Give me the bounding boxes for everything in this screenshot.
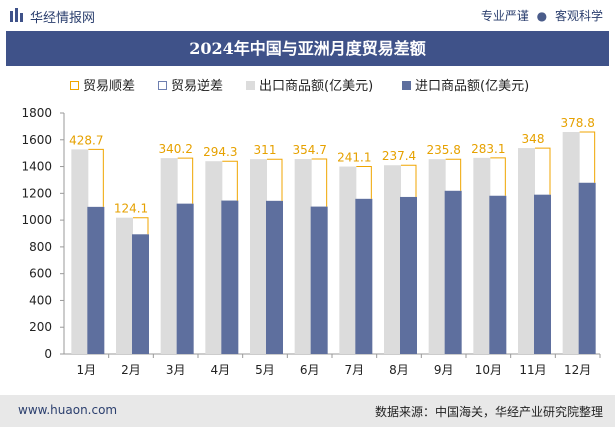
import-bar	[444, 190, 462, 354]
x-tick-label: 7月	[345, 363, 365, 377]
import-bar	[489, 195, 507, 354]
export-bar	[562, 132, 580, 354]
x-tick-label: 8月	[389, 363, 409, 377]
surplus-marker	[535, 147, 551, 195]
footer-website[interactable]: www.huaon.com	[18, 403, 118, 417]
y-tick-label: 400	[29, 293, 52, 307]
legend-label-imports: 进口商品额(亿美元)	[415, 79, 530, 94]
export-bar	[116, 217, 133, 354]
y-tick-label: 200	[29, 320, 52, 334]
legend-swatch-exports	[246, 81, 255, 90]
import-bar	[87, 206, 105, 354]
surplus-value-label: 354.7	[292, 143, 326, 157]
export-bar	[384, 165, 401, 354]
x-tick-label: 6月	[300, 363, 320, 377]
surplus-value-label: 294.3	[203, 145, 237, 159]
tagline-left: 专业严谨	[480, 9, 529, 23]
surplus-marker	[311, 158, 328, 207]
export-bar	[71, 149, 89, 354]
tagline: 专业严谨 ● 客观科学	[481, 7, 603, 24]
surplus-value-label: 237.4	[382, 149, 416, 163]
surplus-value-label: 378.8	[560, 116, 594, 130]
surplus-value-label: 241.1	[337, 151, 371, 165]
x-tick-label: 12月	[564, 363, 591, 377]
x-tick-label: 10月	[475, 363, 502, 377]
legend-swatch-deficit	[158, 81, 167, 90]
top-bar: 华经情报网 专业严谨 ● 客观科学	[0, 0, 615, 30]
import-bar	[176, 203, 194, 354]
brand-name[interactable]: 华经情报网	[30, 11, 96, 26]
x-tick-label: 3月	[166, 363, 186, 377]
y-tick-label: 1600	[21, 133, 52, 147]
surplus-value-label: 283.1	[471, 142, 505, 156]
export-bar	[294, 159, 312, 354]
y-tick-label: 0	[44, 347, 52, 361]
export-bar	[473, 157, 491, 354]
legend-item-surplus: 贸易顺差	[70, 75, 135, 94]
import-bar	[132, 234, 149, 354]
x-tick-label: 5月	[255, 363, 275, 377]
footer-source: 数据来源：中国海关，华经产业研究院整理	[374, 405, 603, 419]
legend-item-deficit: 贸易逆差	[158, 75, 223, 94]
export-bar	[518, 148, 535, 354]
x-tick-label: 9月	[434, 363, 454, 377]
surplus-value-label: 311	[254, 143, 277, 157]
surplus-marker	[490, 157, 506, 196]
import-bar	[355, 198, 373, 354]
y-tick-label: 600	[29, 267, 52, 281]
footer: www.huaon.com 数据来源：中国海关，华经产业研究院整理	[0, 395, 615, 427]
x-tick-label: 4月	[211, 363, 231, 377]
export-bar	[205, 161, 223, 354]
surplus-marker	[356, 166, 372, 199]
surplus-value-label: 348	[522, 132, 545, 146]
x-tick-label: 1月	[77, 363, 97, 377]
export-bar	[339, 166, 357, 354]
surplus-marker	[401, 164, 417, 197]
import-bar	[266, 200, 283, 354]
legend-item-exports: 出口商品额(亿美元)	[246, 75, 373, 94]
legend-label-deficit: 贸易逆差	[171, 79, 224, 94]
legend-swatch-surplus	[70, 81, 79, 90]
y-tick-label: 1200	[21, 186, 52, 200]
y-tick-label: 1000	[21, 213, 52, 227]
chart-legend: 贸易顺差 贸易逆差 出口商品额(亿美元) 进口商品额(亿美元)	[0, 75, 615, 94]
surplus-value-label: 235.8	[426, 143, 460, 157]
legend-item-imports: 进口商品额(亿美元)	[402, 75, 529, 94]
surplus-marker	[579, 131, 596, 183]
surplus-marker	[177, 157, 194, 204]
import-bar	[578, 182, 596, 354]
legend-swatch-imports	[402, 81, 411, 90]
legend-label-surplus: 贸易顺差	[83, 79, 136, 94]
import-bar	[310, 206, 328, 354]
y-tick-label: 1400	[21, 160, 52, 174]
surplus-marker	[88, 148, 104, 207]
import-bar	[400, 196, 417, 354]
surplus-value-label: 124.1	[114, 202, 148, 216]
import-bar	[534, 194, 551, 354]
x-tick-label: 11月	[519, 363, 546, 377]
surplus-marker	[445, 158, 462, 191]
chart-title: 2024年中国与亚洲月度贸易差额	[6, 31, 609, 66]
surplus-marker	[222, 160, 238, 201]
surplus-marker	[133, 217, 149, 235]
tagline-right: 客观科学	[554, 9, 603, 23]
import-bar	[221, 200, 239, 354]
surplus-marker	[267, 158, 283, 201]
y-tick-label: 1800	[21, 106, 52, 120]
bar-chart: 0 200 400 600 800 1000 1200 1400 1600 1800 428.7 1月…	[21, 106, 601, 377]
surplus-value-label: 340.2	[158, 142, 192, 156]
x-tick-label: 2月	[121, 363, 141, 377]
export-bar	[250, 159, 267, 354]
surplus-value-label: 428.7	[69, 133, 103, 147]
y-tick-label: 800	[29, 240, 52, 254]
export-bar	[160, 158, 178, 354]
legend-label-exports: 出口商品额(亿美元)	[259, 79, 374, 94]
logo-icon	[10, 8, 23, 22]
export-bar	[428, 159, 446, 354]
tagline-separator: ●	[536, 9, 548, 23]
